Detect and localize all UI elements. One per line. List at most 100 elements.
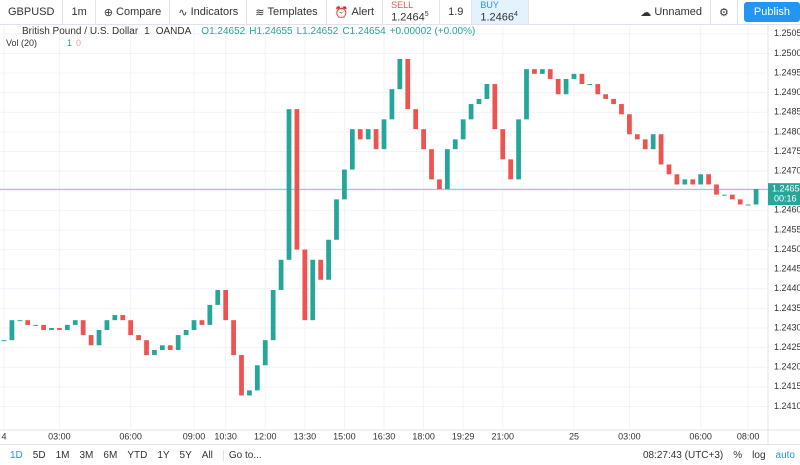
candle — [397, 58, 403, 90]
candle — [737, 199, 743, 205]
candle — [262, 340, 268, 366]
candle — [231, 320, 236, 356]
sell-price: 1.2464 — [391, 11, 425, 24]
candle — [500, 129, 506, 160]
symbol[interactable]: GBPUSD — [0, 0, 64, 24]
candle — [460, 119, 466, 140]
candle — [334, 199, 339, 240]
buy-sup: 4 — [514, 11, 518, 19]
candle — [112, 315, 118, 321]
candle — [152, 349, 157, 356]
x-tick-label: 06:00 — [689, 431, 712, 441]
candle — [722, 194, 727, 196]
x-tick-label: 13:30 — [294, 431, 317, 441]
candle — [611, 98, 616, 105]
period[interactable]: 1D — [10, 449, 23, 461]
compare[interactable]: ⊕ Compare — [96, 0, 171, 24]
candle — [658, 134, 664, 165]
x-tick-label: 18:00 — [412, 431, 435, 441]
candle — [595, 84, 601, 95]
candle — [365, 129, 371, 140]
candle — [444, 149, 450, 190]
period[interactable]: 3M — [79, 449, 94, 461]
bottom-bar: 1D 5D 1M 3M 6M YTD 1Y 5Y All Go to... 08:27:43 (… — [0, 444, 800, 465]
publish[interactable]: Publish — [743, 2, 800, 22]
vol-label: Vol (20) — [6, 38, 37, 48]
settings[interactable]: ⚙ — [711, 0, 738, 24]
candle — [144, 340, 149, 356]
candle — [199, 320, 205, 325]
period[interactable]: 5D — [32, 449, 46, 461]
candle — [270, 289, 276, 341]
candle — [539, 69, 545, 74]
candle — [642, 139, 648, 150]
candle — [88, 335, 94, 346]
templates-label: Templates — [267, 6, 318, 18]
indicators[interactable]: ∿ Indicators — [170, 0, 248, 24]
chart: 1.24100 1.24150 1.24200 1.24250 1.24300 1.243… — [0, 25, 800, 444]
candle — [49, 328, 54, 330]
candle — [555, 78, 561, 95]
y-tick-label: 1.25000 — [774, 48, 800, 58]
interval[interactable]: 1m — [63, 0, 96, 24]
price-badge-value: 1.24654 — [772, 184, 800, 194]
candle — [286, 109, 292, 260]
period[interactable]: YTD — [127, 449, 148, 461]
period[interactable]: 5Y — [179, 449, 192, 461]
candle — [349, 129, 355, 170]
candle — [579, 73, 585, 85]
layout-label: Unnamed — [654, 6, 703, 18]
candle — [413, 109, 419, 130]
candle — [753, 189, 759, 205]
legend-open: O1.24652 — [201, 26, 245, 37]
x-tick-label: 25 — [569, 431, 579, 441]
period[interactable]: 1Y — [157, 449, 170, 461]
candle — [191, 320, 197, 330]
candle — [72, 320, 78, 325]
layout[interactable]: ☁ Unnamed — [632, 0, 712, 24]
legend-change: +0.00002 (+0.00%) — [390, 26, 476, 37]
candle — [429, 149, 434, 180]
vol-a: 1 — [67, 38, 72, 48]
period[interactable]: 1M — [55, 449, 70, 461]
candle — [563, 78, 569, 95]
alert[interactable]: ⏰ Alert — [327, 0, 384, 24]
candle — [682, 179, 688, 185]
log[interactable]: log — [752, 449, 766, 461]
x-tick-label: 03:00 — [48, 431, 71, 441]
percent[interactable]: % — [733, 449, 743, 461]
candle — [547, 69, 553, 79]
legend-broker: OANDA — [156, 26, 192, 37]
y-tick-label: 1.24550 — [774, 224, 800, 234]
x-tick-label: 12:00 — [254, 431, 277, 441]
x-tick-label: 08:00 — [737, 431, 760, 441]
period[interactable]: 6M — [103, 449, 118, 461]
candle — [745, 204, 751, 206]
y-tick-label: 1.24800 — [774, 126, 800, 136]
sell-sup: 5 — [424, 11, 429, 19]
goto[interactable]: Go to... — [222, 449, 267, 461]
candle — [294, 109, 300, 250]
buy-price: 1.2466 — [480, 11, 515, 24]
toolbar: GBPUSD 1m ⊕ Compare ∿ Indicators ≋ Templ… — [0, 0, 800, 25]
candle — [706, 174, 711, 185]
candle — [318, 259, 324, 280]
candle — [175, 335, 181, 350]
buy-button[interactable]: BUY 1.24664 — [472, 0, 530, 24]
sell-button[interactable]: SELL 1.24645 — [383, 0, 441, 24]
candle — [532, 69, 537, 74]
period[interactable]: All — [201, 449, 213, 461]
templates[interactable]: ≋ Templates — [247, 0, 327, 24]
legend-title: British Pound / U.S. Dollar 1 OANDA O1.2465… — [22, 26, 475, 37]
auto[interactable]: auto — [775, 449, 795, 461]
y-tick-label: 1.24750 — [774, 146, 800, 156]
candle — [136, 335, 141, 341]
y-tick-label: 1.24350 — [774, 303, 800, 313]
candle — [278, 259, 284, 290]
x-tick-label: 19:29 — [452, 431, 475, 441]
candle — [223, 289, 229, 321]
candle — [698, 174, 704, 185]
y-tick-label: 1.24400 — [774, 283, 800, 293]
candle — [310, 259, 316, 321]
candle — [603, 94, 609, 99]
